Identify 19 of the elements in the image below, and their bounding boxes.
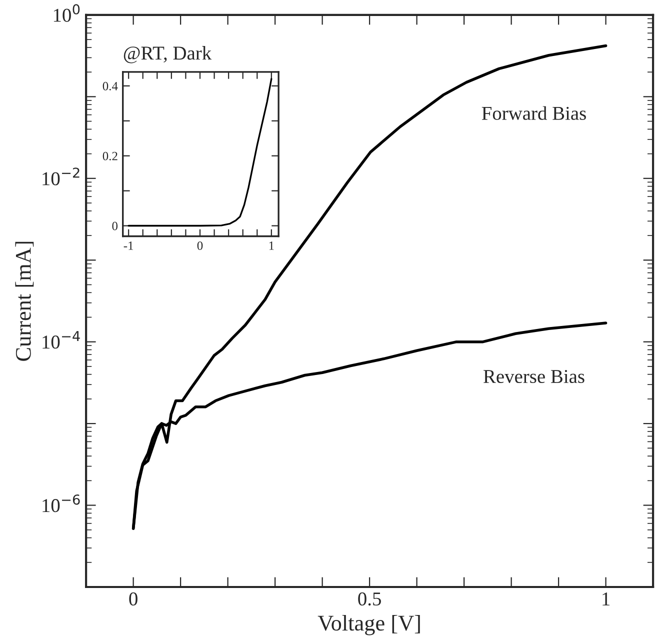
annotation: Forward Bias xyxy=(482,106,586,120)
x-tick-label: 0.5 xyxy=(358,592,381,606)
y-tick-label: 10$^{−2}$ xyxy=(42,168,80,186)
y-axis-title: Current [mA] xyxy=(15,242,34,361)
x-tick-label: 0 xyxy=(129,592,138,606)
y-tick-label: 10$^{−4}$ xyxy=(42,331,80,349)
y-tick-label: 0 xyxy=(112,222,118,230)
y-tick-label: 10$^{−6}$ xyxy=(42,494,80,512)
x-tick-label: 0 xyxy=(197,241,203,250)
x-tick-label: -1 xyxy=(124,242,134,250)
y-tick-label: 0.4 xyxy=(102,82,118,90)
y-tick-label: 0.2 xyxy=(102,152,118,160)
x-tick-label: 1 xyxy=(269,242,274,250)
y-tick-label: 10$^{0}$ xyxy=(54,4,80,22)
annotation: Reverse Bias xyxy=(484,370,584,384)
x-tick-label: 1 xyxy=(602,592,610,606)
line-series xyxy=(128,78,272,227)
chart-title: @RT, Dark xyxy=(124,46,212,64)
x-axis-title: Voltage [V] xyxy=(318,615,420,636)
